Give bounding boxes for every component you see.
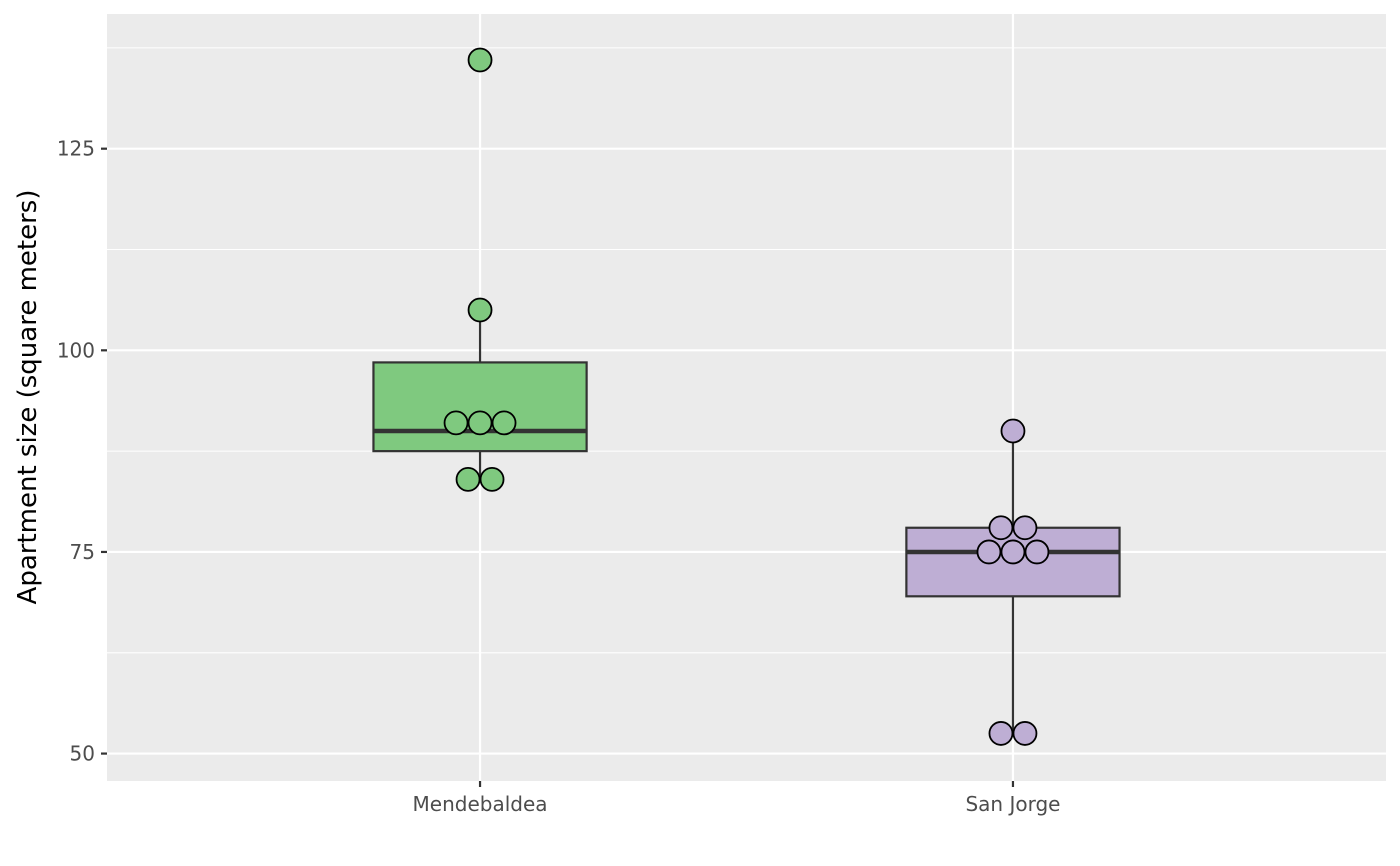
data-point: [1012, 721, 1038, 746]
x-tick-label: Mendebaldea: [413, 792, 548, 816]
data-point: [1000, 418, 1026, 444]
data-point: [491, 410, 517, 436]
y-tick-label: 50: [70, 742, 95, 766]
minor-gridlines: [107, 47, 1386, 654]
data-point: [467, 410, 493, 436]
data-point: [1012, 515, 1038, 541]
data-point: [443, 410, 469, 436]
y-tick-label: 125: [57, 137, 95, 161]
y-axis-title: Apartment size (square meters): [13, 190, 43, 605]
data-points: [443, 47, 1050, 746]
data-point: [1024, 539, 1050, 565]
data-point: [455, 466, 481, 492]
box: [372, 361, 588, 453]
data-point: [976, 539, 1002, 565]
data-point: [1000, 539, 1026, 565]
boxes: [372, 309, 1121, 734]
data-point: [988, 515, 1014, 541]
y-tick-label: 75: [70, 540, 95, 564]
plot-panel: [107, 14, 1386, 781]
data-point: [467, 297, 493, 323]
x-axis: Mendebaldea San Jorge: [413, 781, 1060, 816]
data-point: [479, 466, 505, 492]
data-point: [467, 47, 493, 73]
y-axis: 50 75 100 125: [57, 137, 107, 766]
data-point: [988, 721, 1014, 746]
y-tick-label: 100: [57, 338, 95, 362]
x-tick-label: San Jorge: [965, 792, 1060, 816]
